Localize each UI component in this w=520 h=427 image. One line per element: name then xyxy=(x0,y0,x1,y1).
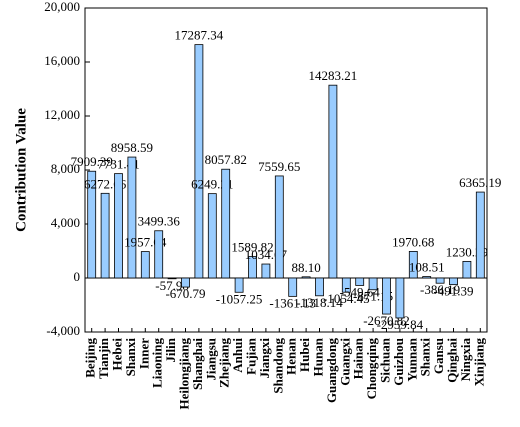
value-label: 7559.65 xyxy=(258,159,300,174)
value-label: -386.19 xyxy=(420,282,460,297)
x-tick-label: Jiangxi xyxy=(257,338,272,379)
bar xyxy=(261,263,271,279)
bar xyxy=(154,230,164,279)
y-tick-label: 4,000 xyxy=(51,215,80,230)
x-tick-label: Jilin xyxy=(163,337,178,362)
x-tick-label: Hunan xyxy=(310,337,325,376)
x-tick-label: Qinghai xyxy=(444,338,459,383)
x-tick-label: Guizhou xyxy=(391,338,406,386)
bar xyxy=(355,277,365,286)
value-label: 17287.34 xyxy=(175,28,224,43)
bar xyxy=(114,173,123,279)
x-tick-label: Fujian xyxy=(243,337,258,375)
x-tick-label: Hainan xyxy=(351,337,366,379)
value-label: 8958.59 xyxy=(111,140,153,155)
bar xyxy=(234,277,244,293)
y-tick-label: -4,000 xyxy=(46,323,80,338)
bar xyxy=(140,251,150,279)
bar xyxy=(248,256,257,279)
x-tick-label: Jiangsu xyxy=(203,338,218,381)
bar xyxy=(207,193,217,279)
x-tick-label: Heilongjiang xyxy=(176,338,191,410)
x-tick-label: Sichuan xyxy=(377,337,392,383)
y-tick-label: 8,000 xyxy=(51,161,80,176)
bar xyxy=(341,277,351,293)
value-label: -57.98 xyxy=(155,278,189,293)
x-tick-label: Beijing xyxy=(83,338,98,378)
y-tick-label: 0 xyxy=(74,269,81,284)
value-label: -1057.25 xyxy=(216,291,263,306)
value-label: 7909.39 xyxy=(71,154,113,169)
x-tick-label: Inner xyxy=(136,338,151,369)
value-label: -1054.45 xyxy=(323,291,370,306)
x-tick-label: Guangxi xyxy=(337,338,352,386)
bar xyxy=(395,277,405,319)
value-label: 3499.36 xyxy=(138,214,181,229)
y-axis-label: Contribution Value xyxy=(13,108,29,232)
bar xyxy=(194,44,204,279)
bar xyxy=(301,276,311,279)
value-label: 108.51 xyxy=(409,260,445,275)
bar xyxy=(167,277,177,280)
bar xyxy=(181,277,190,288)
x-tick-label: Hubei xyxy=(297,338,312,372)
bar xyxy=(368,277,378,291)
x-tick-label: Henan xyxy=(284,337,299,375)
y-tick-label: 12,000 xyxy=(44,107,80,122)
bar xyxy=(382,277,391,315)
x-tick-label: Zhejiang xyxy=(217,338,232,388)
y-tick-label: 16,000 xyxy=(44,53,80,68)
bar xyxy=(315,277,324,297)
bar xyxy=(221,168,231,279)
value-label: -1318.14 xyxy=(296,295,343,310)
x-tick-label: Guangdong xyxy=(324,338,339,404)
value-label: 6365.19 xyxy=(459,175,501,190)
value-label: -1361.13 xyxy=(269,295,316,310)
value-label: 1970.68 xyxy=(392,234,434,249)
value-label: 8057.82 xyxy=(205,152,247,167)
y-tick-label: 20,000 xyxy=(44,0,80,14)
x-tick-label: Ningxia xyxy=(458,338,473,382)
x-tick-label: Yunnan xyxy=(404,337,419,381)
bar xyxy=(288,277,298,297)
x-tick-label: Liaoning xyxy=(150,338,165,388)
bar xyxy=(462,260,472,279)
x-tick-label: Tianjin xyxy=(96,337,111,379)
bar xyxy=(87,170,97,279)
x-tick-label: Gansu xyxy=(431,338,446,374)
x-tick-label: Shandong xyxy=(270,338,285,394)
value-label: -2959.84 xyxy=(377,317,424,332)
x-tick-label: Hebei xyxy=(109,338,124,371)
x-tick-label: Shanxi xyxy=(418,338,433,377)
value-label: 1589.82 xyxy=(231,240,273,255)
bar xyxy=(435,277,445,284)
bar xyxy=(328,84,338,279)
bar xyxy=(422,276,432,279)
x-tick-label: Xinjiang xyxy=(471,338,486,387)
x-tick-label: Anhui xyxy=(230,338,245,373)
x-tick-label: Chongqing xyxy=(364,338,379,400)
value-label: 88.10 xyxy=(291,260,320,275)
value-label: -491.39 xyxy=(433,284,473,299)
x-tick-label: Shanxi xyxy=(123,338,138,377)
bar xyxy=(100,192,110,279)
bar xyxy=(475,191,485,279)
x-tick-label: Shanghai xyxy=(190,338,205,390)
value-label: 14283.21 xyxy=(309,68,358,83)
value-label: -670.79 xyxy=(165,286,205,301)
bar xyxy=(408,250,418,279)
bar xyxy=(274,175,284,279)
bar xyxy=(449,277,458,286)
bar xyxy=(127,156,137,279)
